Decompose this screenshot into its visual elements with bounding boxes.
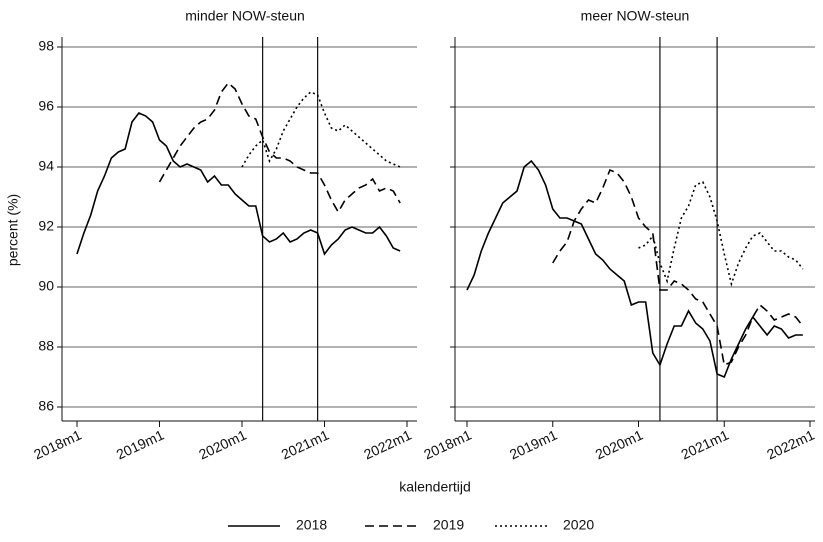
x-tick-label: 2019m1 [507, 426, 560, 462]
data-line [466, 159, 803, 379]
y-tick-label: 98 [38, 38, 54, 54]
y-axis-label: percent (%) [5, 194, 21, 266]
x-tick-label: 2022m1 [764, 426, 817, 462]
data-line [241, 91, 401, 168]
y-tick-label: 88 [38, 338, 54, 354]
data-line [158, 81, 401, 214]
x-tick-label: 2018m1 [31, 426, 84, 462]
x-tick-label: 2020m1 [593, 426, 646, 462]
y-tick-label: 96 [38, 98, 54, 114]
x-tick-label: 2019m1 [114, 426, 167, 462]
y-tick-label: 94 [38, 158, 54, 174]
data-line [552, 168, 804, 367]
data-line [638, 180, 804, 287]
panel-title: meer NOW-steun [581, 8, 690, 24]
data-line [76, 112, 401, 256]
x-tick-label: 2021m1 [678, 426, 731, 462]
legend-label: 2018 [296, 517, 327, 533]
legend-label: 2020 [563, 517, 594, 533]
y-tick-label: 90 [38, 278, 54, 294]
y-tick-label: 86 [38, 398, 54, 414]
x-tick-label: 2018m1 [421, 426, 474, 462]
x-tick-label: 2022m1 [361, 426, 414, 462]
x-axis-label: kalendertijd [399, 479, 471, 495]
x-tick-label: 2020m1 [196, 426, 249, 462]
legend-label: 2019 [433, 517, 464, 533]
y-tick-label: 92 [38, 218, 54, 234]
panel-title: minder NOW-steun [185, 8, 305, 24]
x-tick-label: 2021m1 [279, 426, 332, 462]
